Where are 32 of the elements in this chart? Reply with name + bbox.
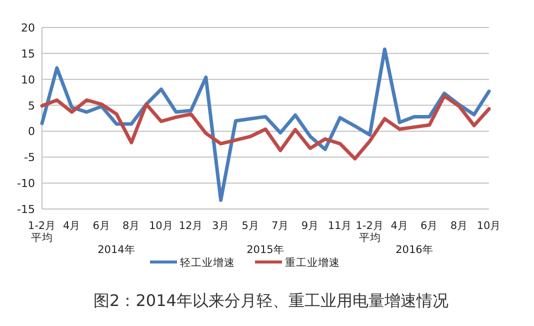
legend-label: 重工业增速: [285, 256, 340, 269]
y-tick-label: -5: [24, 151, 35, 164]
y-tick-label: 0: [28, 125, 35, 138]
x-tick-label: 9月: [301, 220, 320, 232]
x-tick-label: 10月: [149, 220, 174, 232]
x-tick-label: 8月: [450, 220, 468, 232]
x-tick-label: 8月: [122, 220, 140, 232]
x-tick-label: 1-2月平均: [356, 220, 384, 244]
x-tick-label: 6月: [92, 220, 110, 232]
text: 2016年: [396, 244, 434, 256]
line-series: [40, 94, 491, 160]
x-tick-label: 12月: [178, 220, 204, 232]
y-tick-label: -10: [17, 177, 35, 190]
x-tick-label: 10月: [476, 220, 502, 232]
caption: 图2：2014年以来分月轻、重工业用电量增速情况: [94, 291, 448, 310]
text: 2015年: [246, 244, 284, 256]
line-series: [40, 48, 491, 202]
y-tick-label: 5: [28, 99, 35, 112]
y-tick-label: 15: [21, 47, 35, 60]
x-tick-label: 6月: [420, 220, 438, 232]
text: 2014年: [98, 244, 136, 256]
x-tick-label: 4月: [390, 220, 408, 232]
y-tick-label: -15: [17, 203, 35, 216]
x-tick-label: 7月: [272, 220, 290, 232]
x-tick-label: 5月: [242, 220, 260, 232]
legend-label: 轻工业增速: [180, 256, 235, 269]
x-tick-label: 3月: [212, 220, 230, 232]
y-tick-label: 10: [21, 73, 35, 86]
x-tick-label: 1-2月平均: [28, 220, 56, 244]
y-tick-label: 20: [21, 22, 35, 34]
x-tick-label: 11月: [328, 220, 352, 232]
x-tick-label: 4月: [62, 220, 81, 232]
